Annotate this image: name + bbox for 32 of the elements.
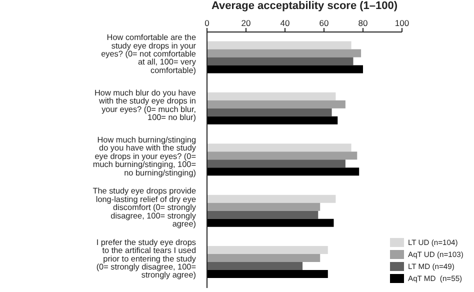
bar <box>207 168 360 176</box>
x-tick-label: 20 <box>241 18 251 28</box>
bar <box>207 194 336 203</box>
bar <box>207 254 320 262</box>
x-tick-label: 0 <box>204 18 210 28</box>
chart-title: Average acceptability score (1–100) <box>210 0 399 12</box>
bar <box>207 210 318 219</box>
x-tick-label: 60 <box>319 18 329 28</box>
bar <box>207 41 352 50</box>
bar <box>207 108 332 116</box>
bar <box>207 202 320 211</box>
bar <box>207 246 328 254</box>
bar <box>207 116 338 124</box>
y-tick-label: How much burning/stinging do you have with the study eye drops in your eyes? (0= much burning/stinging, 100= no burning/stinging) <box>92 136 197 178</box>
y-tick-label: How much blur do you have with the study eye drops in your eyes? (0= much blur, 100= no blur) <box>94 88 196 122</box>
y-tick-label: How comfortable are the study eye drops in your eyes? (0= not comfortable at all, 100= very comfortable) <box>101 33 197 75</box>
x-tick-label: 80 <box>358 18 368 28</box>
x-tick-label: 100 <box>394 18 410 28</box>
x-tick-label: 40 <box>280 18 290 28</box>
bar <box>207 160 346 168</box>
y-tick-label: I prefer the study eye drops to the artifical tears I used prior to entering the study (0= strongly disagree, 100= strongly agree) <box>96 238 197 280</box>
bar <box>207 92 336 100</box>
bar <box>207 218 334 227</box>
bar <box>207 57 354 66</box>
bar <box>207 262 303 270</box>
bar <box>207 152 358 160</box>
bar <box>207 49 362 58</box>
bar <box>207 65 363 74</box>
y-tick-label: The study eye drops provide long-lasting relief of dry eye discomfort (0= strongly disagree, 100= strongly agree) <box>92 186 197 229</box>
bar <box>207 270 328 278</box>
bar <box>207 144 352 152</box>
bar <box>207 100 346 108</box>
